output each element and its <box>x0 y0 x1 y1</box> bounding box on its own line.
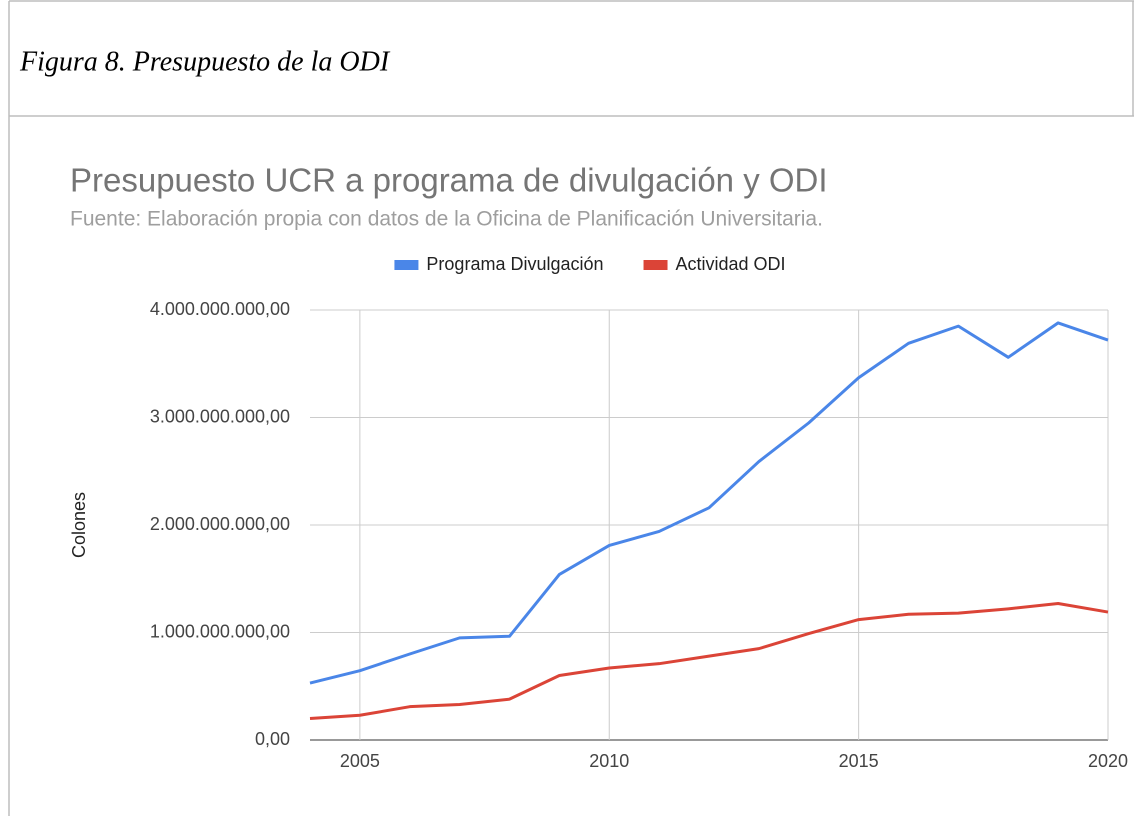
series-line <box>309 601 1109 720</box>
y-axis-label: Colones <box>69 492 89 558</box>
x-tick-label: 2015 <box>839 751 879 771</box>
y-tick-label: 3.000.000.000,00 <box>150 406 290 426</box>
series-line <box>309 321 1109 685</box>
figure-caption: Figura 8. Presupuesto de la ODI <box>19 46 391 77</box>
chart-subtitle: Fuente: Elaboración propia con datos de … <box>70 208 823 231</box>
legend-swatch <box>394 260 419 270</box>
x-tick-label: 2010 <box>589 751 629 771</box>
legend-label: Actividad ODI <box>676 254 786 274</box>
legend-label: Programa Divulgación <box>426 254 603 274</box>
frame <box>8 0 1134 816</box>
x-tick-label: 2005 <box>340 751 380 771</box>
y-tick-label: 1.000.000.000,00 <box>150 621 290 641</box>
y-tick-label: 2.000.000.000,00 <box>150 514 290 534</box>
chart-title: Presupuesto UCR a programa de divulgació… <box>70 162 828 199</box>
x-tick-label: 2020 <box>1088 751 1128 771</box>
y-tick-label: 0,00 <box>255 729 290 749</box>
y-tick-label: 4.000.000.000,00 <box>150 299 290 319</box>
legend-swatch <box>643 260 668 270</box>
